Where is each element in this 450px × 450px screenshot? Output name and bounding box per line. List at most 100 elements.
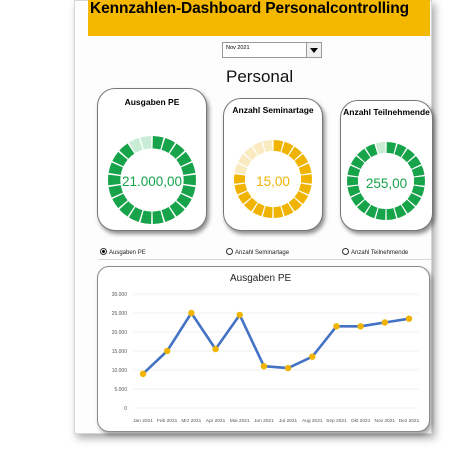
x-tick-label: Aug 2021 [302, 418, 323, 424]
y-tick-label: 5.000 [114, 387, 127, 393]
gauge-segment [375, 142, 386, 154]
radio-dot[interactable] [226, 248, 233, 255]
kpi-value: 255,00 [365, 176, 408, 191]
gauge-segment [411, 165, 425, 177]
gauge-segment [237, 154, 252, 167]
gauge-segment [281, 202, 294, 217]
x-tick-label: Apr 2021 [206, 418, 226, 424]
title-bar [88, 0, 430, 36]
gauge-segment [273, 140, 284, 152]
gauge-segment [281, 141, 294, 156]
month-dropdown[interactable]: Nov 2021 [222, 42, 322, 58]
gauge-segment [152, 136, 164, 150]
radio-dot[interactable] [100, 248, 107, 255]
gauge-segment [365, 143, 378, 158]
gauge-segment [119, 143, 135, 159]
data-point [139, 370, 147, 377]
section-title: Personal [226, 67, 294, 86]
gauge-segment [234, 163, 248, 175]
gauge-segment [298, 163, 312, 175]
gauge-segment [234, 174, 246, 184]
gauge-segment [386, 208, 397, 220]
x-tick-label: Feb 2021 [157, 418, 178, 424]
radio-label: Anzahl Seminartage [235, 250, 290, 256]
y-tick-label: 15.000 [112, 349, 128, 355]
kpi-donut-gauge [234, 140, 312, 218]
gauge-segment [176, 151, 192, 167]
kpi-value: 21.000,00 [121, 174, 183, 189]
x-tick-label: Nov 2021 [375, 418, 396, 424]
gauge-segment [262, 140, 273, 152]
radio-ausgaben-pe[interactable]: Ausgaben PE [100, 248, 146, 256]
gauge-segment [244, 146, 258, 161]
chevron-down-icon[interactable] [306, 43, 321, 57]
radio-anzahl-teilnehmende[interactable]: Anzahl Teilnehmende [342, 248, 408, 256]
gauge-segment [386, 142, 397, 154]
chart-card [97, 266, 430, 432]
data-point [163, 347, 171, 355]
gauge-segment [161, 206, 176, 222]
data-point [260, 363, 268, 370]
gauge-segment [108, 174, 121, 186]
gauge-segment [181, 162, 196, 175]
radio-label: Ausgaben PE [109, 250, 146, 256]
gauge-segment [181, 185, 196, 198]
gauge-segment [183, 174, 196, 186]
gauge-segment [407, 156, 422, 169]
gauge-segment [300, 174, 312, 184]
gauge-segment [357, 199, 371, 214]
x-tick-label: Okt 2021 [351, 418, 371, 424]
gauge-segment [234, 183, 248, 195]
month-dropdown-value: Nov 2021 [226, 45, 250, 51]
gauge-segment [244, 197, 258, 212]
gauge-segment [347, 176, 359, 186]
gauge-segment [169, 201, 185, 217]
kpi-title: Anzahl Seminartage [232, 105, 314, 115]
gauge-segment [176, 193, 192, 209]
data-point [381, 319, 389, 326]
y-tick-label: 30.000 [112, 292, 128, 298]
y-tick-label: 20.000 [112, 330, 128, 336]
y-tick-label: 25.000 [112, 311, 128, 317]
kpi-card-anzahl-teilnehmende: Anzahl Teilnehmende 255,00 [340, 100, 433, 231]
gauge-segment [128, 206, 143, 222]
gauge-segment [375, 208, 386, 220]
gauge-segment [350, 193, 365, 206]
x-tick-label: Mrz 2021 [181, 418, 201, 424]
gauge-segment [365, 204, 378, 219]
gauge-segment [401, 148, 415, 163]
radio-dot[interactable] [342, 248, 349, 255]
y-tick-label: 0 [124, 406, 127, 412]
gauge-segment [288, 197, 302, 212]
gauge-segment [288, 146, 302, 161]
gauge-segment [161, 138, 176, 154]
series-line [142, 311, 410, 375]
gauge-segment [394, 143, 407, 158]
kpi-donut-gauge [347, 142, 425, 220]
kpi-title: Ausgaben PE [124, 97, 180, 107]
gauge-segment [108, 185, 123, 198]
gauge-segment [407, 193, 422, 206]
metric-radio-group: Ausgaben PE Anzahl Seminartage Anzahl Te… [98, 245, 432, 260]
data-point [333, 323, 340, 330]
kpi-card-ausgaben-pe: Ausgaben PE 21.000,00 [97, 88, 207, 231]
gauge-segment [298, 183, 312, 195]
gauge-segment [350, 156, 365, 169]
gauge-segment [252, 141, 265, 156]
data-point [357, 323, 364, 330]
radio-label: Anzahl Teilnehmende [351, 250, 409, 256]
x-tick-label: Mai 2021 [230, 418, 250, 424]
gauge-segment [112, 193, 128, 209]
gauge-segment [112, 151, 128, 167]
data-point [309, 353, 316, 360]
kpi-title: Anzahl Teilnehmende [343, 107, 430, 117]
line-chart: 0 5.000 10.000 15.000 20.000 25.000 30.000 Jan … [112, 292, 420, 424]
kpi-value: 15,00 [256, 174, 290, 189]
data-point [284, 364, 292, 372]
radio-anzahl-seminartage[interactable]: Anzahl Seminartage [226, 248, 289, 256]
dashboard-title: Kennzahlen-Dashboard Personalcontrolling [90, 0, 409, 17]
gauge-segment [140, 210, 152, 224]
gauge-segment [252, 202, 265, 217]
gauge-segment [394, 204, 407, 219]
gauge-segment [413, 176, 425, 186]
